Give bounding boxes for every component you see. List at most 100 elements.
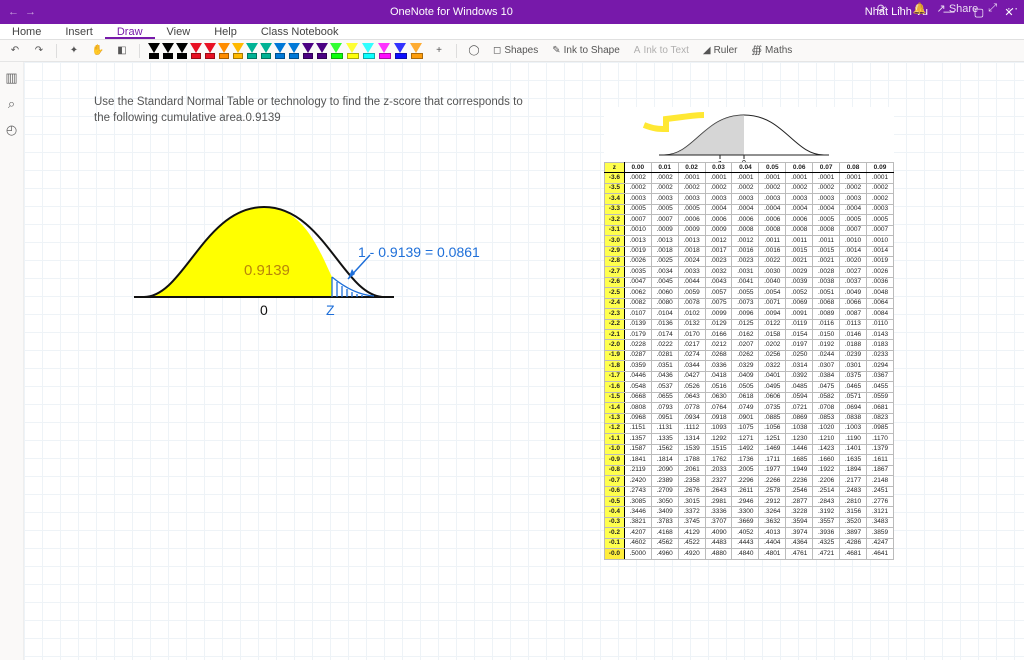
ruler-button[interactable]: ◢ Ruler	[699, 45, 742, 56]
ztable-cell: .0009	[651, 225, 678, 235]
ztable-cell: .0749	[732, 403, 759, 413]
ztable-cell: .0002	[624, 173, 651, 183]
undo-button[interactable]: ↶	[6, 42, 24, 60]
ztable-cell: .3050	[651, 497, 678, 507]
ztable-header-cell: z	[605, 163, 625, 173]
pen-10[interactable]	[288, 43, 300, 59]
add-pen-button[interactable]: +	[430, 42, 448, 60]
z-table: z 0 z0.000.010.020.030.040.050.060.070.0…	[604, 107, 894, 560]
ztable-row-label: -2.4	[605, 298, 625, 308]
ztable-cell: .0869	[786, 413, 813, 423]
ztable-cell: .2946	[732, 497, 759, 507]
more-icon[interactable]: ⋯	[1007, 2, 1018, 15]
tab-home[interactable]: Home	[0, 24, 53, 39]
ztable-cell: .0002	[651, 183, 678, 193]
tab-insert[interactable]: Insert	[53, 24, 105, 39]
ztable-cell: .0048	[866, 288, 893, 298]
touch-draw-button[interactable]: ✋	[89, 42, 107, 60]
tab-view[interactable]: View	[155, 24, 203, 39]
eraser-button[interactable]: ◧	[113, 42, 131, 60]
ztable-cell: .0367	[866, 371, 893, 381]
canvas[interactable]: Use the Standard Normal Table or technol…	[24, 62, 1024, 660]
ztable-cell: .1401	[840, 444, 867, 454]
ztable-cell: .0375	[840, 371, 867, 381]
ztable-cell: .0823	[866, 413, 893, 423]
bell-icon[interactable]: 🔔	[913, 2, 927, 15]
ztable-cell: .4364	[786, 538, 813, 548]
ztable-row-label: -3.6	[605, 173, 625, 183]
ztable-cell: .1788	[678, 455, 705, 465]
maths-button[interactable]: ∰ Maths	[747, 45, 796, 56]
ztable-cell: .0003	[624, 194, 651, 204]
ztable-cell: .0735	[759, 403, 786, 413]
ztable-cell: .0078	[678, 298, 705, 308]
back-arrow-icon[interactable]: ←	[8, 6, 19, 18]
ztable-cell: .0110	[866, 319, 893, 329]
pen-1[interactable]	[162, 43, 174, 59]
share-button[interactable]: ↗ Share	[937, 2, 979, 15]
fullscreen-icon[interactable]: ⤢	[988, 2, 997, 15]
highlighter-0[interactable]	[330, 43, 344, 59]
shapes-button[interactable]: ◻ Shapes	[489, 45, 542, 56]
ztable-cell: .0107	[624, 309, 651, 319]
pen-0[interactable]	[148, 43, 160, 59]
ztable-cell: .1335	[651, 434, 678, 444]
ztable-cell: .0968	[624, 413, 651, 423]
ztable-cell: .0043	[705, 277, 732, 287]
highlighter-4[interactable]	[394, 43, 408, 59]
pen-12[interactable]	[316, 43, 328, 59]
ztable-cell: .0005	[651, 204, 678, 214]
ztable-cell: .0068	[813, 298, 840, 308]
pen-3[interactable]	[190, 43, 202, 59]
recent-icon[interactable]: ◴	[4, 122, 20, 138]
axis-zero-label: 0	[260, 302, 268, 318]
redo-button[interactable]: ↷	[30, 42, 48, 60]
ztable-cell: .0392	[786, 371, 813, 381]
ztable-cell: .0314	[786, 361, 813, 371]
highlighter-2[interactable]	[362, 43, 376, 59]
ztable-cell: .0003	[678, 194, 705, 204]
pen-5[interactable]	[218, 43, 230, 59]
notebooks-icon[interactable]: ▥	[4, 70, 20, 86]
ztable-cell: .3192	[813, 507, 840, 517]
ztable-row-label: -1.2	[605, 423, 625, 433]
ztable-cell: .1711	[759, 455, 786, 465]
separator	[456, 44, 457, 58]
ztable-cell: .2578	[759, 486, 786, 496]
pen-9[interactable]	[274, 43, 286, 59]
tab-help[interactable]: Help	[202, 24, 249, 39]
pen-7[interactable]	[246, 43, 258, 59]
ztable-cell: .0002	[866, 194, 893, 204]
lasso-select-button[interactable]: ✦	[65, 42, 83, 60]
ztable-cell: .0233	[866, 350, 893, 360]
ztable-cell: .0166	[705, 330, 732, 340]
ztable-cell: .3520	[840, 517, 867, 527]
ztable-cell: .3228	[786, 507, 813, 517]
ztable-cell: .3264	[759, 507, 786, 517]
pen-8[interactable]	[260, 43, 272, 59]
ztable-cell: .0020	[840, 256, 867, 266]
pen-2[interactable]	[176, 43, 188, 59]
ztable-cell: .0985	[866, 423, 893, 433]
ink-to-shape-icon[interactable]: ◯	[465, 42, 483, 60]
pen-11[interactable]	[302, 43, 314, 59]
ztable-cell: .2676	[678, 486, 705, 496]
ztable-cell: .1251	[759, 434, 786, 444]
highlighter-5[interactable]	[410, 43, 424, 59]
highlighter-3[interactable]	[378, 43, 392, 59]
search-icon[interactable]: ⌕	[4, 96, 20, 112]
lightbulb-icon[interactable]: ◔	[896, 3, 903, 15]
tab-draw[interactable]: Draw	[105, 24, 155, 39]
ztable-row-label: -1.7	[605, 371, 625, 381]
ink-to-shape-button[interactable]: ✎ Ink to Shape	[548, 45, 624, 56]
ztable-cell: .1357	[624, 434, 651, 444]
pen-6[interactable]	[232, 43, 244, 59]
ztable-row-label: -3.3	[605, 204, 625, 214]
tab-class-notebook[interactable]: Class Notebook	[249, 24, 351, 39]
sync-icon[interactable]: ⟳	[877, 2, 886, 15]
ztable-cell: .0007	[840, 225, 867, 235]
ztable-cell: .1314	[678, 434, 705, 444]
pen-4[interactable]	[204, 43, 216, 59]
forward-arrow-icon[interactable]: →	[25, 6, 36, 18]
highlighter-1[interactable]	[346, 43, 360, 59]
